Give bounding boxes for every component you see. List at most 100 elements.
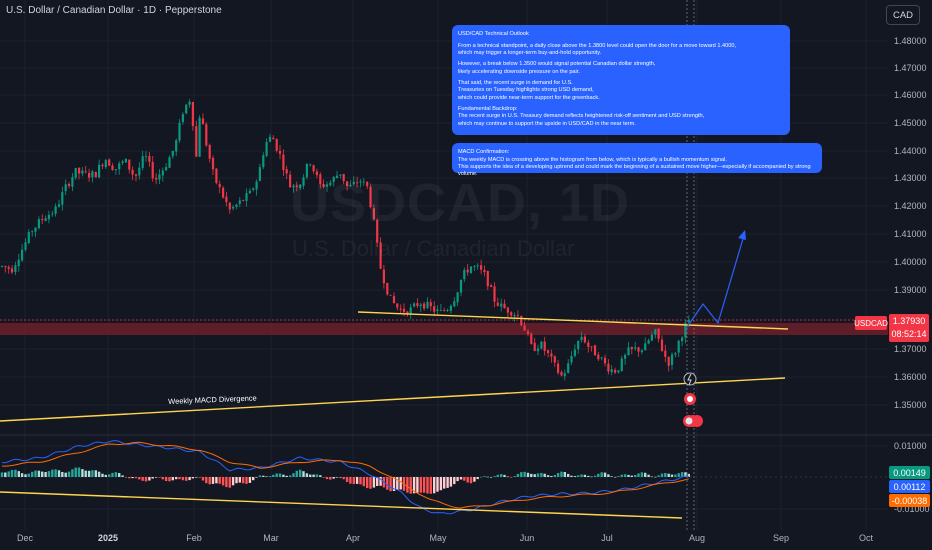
- candle-body: [560, 372, 563, 376]
- macd-histogram-bar: [536, 473, 540, 477]
- macd-histogram-bar: [268, 476, 272, 477]
- macd-histogram-bar: [319, 475, 322, 477]
- candle-body: [47, 214, 50, 220]
- candle-body: [91, 171, 94, 178]
- candle-body: [513, 315, 516, 317]
- candle-body: [577, 340, 580, 350]
- macd-histogram-bar: [339, 477, 342, 478]
- candle-body: [138, 167, 141, 176]
- macd-histogram-bar: [0, 472, 4, 477]
- macd-histogram-bar: [476, 477, 479, 480]
- macd-histogram-bar: [4, 472, 7, 477]
- candle-body: [681, 337, 684, 341]
- candle-body: [476, 265, 479, 267]
- candle-body: [292, 185, 295, 188]
- candle-body: [510, 312, 513, 316]
- technical-outlook-note[interactable]: USD/CAD Technical Outlook From a technic…: [452, 25, 790, 135]
- macd-histogram-bar: [14, 469, 17, 477]
- candle-body: [429, 302, 432, 307]
- lightning-icon: [687, 373, 692, 386]
- macd-histogram-bar: [459, 477, 463, 480]
- candle-body: [17, 259, 20, 266]
- macd-histogram-bar: [500, 474, 503, 477]
- macd-histogram-bar: [292, 473, 295, 477]
- macd-histogram-bar: [483, 476, 486, 477]
- candle-body: [493, 286, 496, 302]
- candle-body: [0, 265, 4, 267]
- macd-histogram-bar: [617, 476, 620, 477]
- candle-body: [567, 363, 570, 373]
- candle-body: [54, 206, 57, 214]
- flag-us-icon: [685, 417, 693, 425]
- macd-confirmation-note[interactable]: MACD Confirmation: The weekly MACD is cr…: [452, 143, 822, 177]
- macd-histogram-bar: [634, 475, 637, 477]
- candle-body: [37, 219, 40, 229]
- price-axis-label: 1.44000: [894, 146, 927, 156]
- price-axis-label: 1.43000: [894, 173, 927, 183]
- candle-body: [282, 154, 285, 170]
- macd-histogram-bar: [369, 477, 372, 489]
- event-icons[interactable]: [683, 372, 703, 427]
- time-axis-label: May: [429, 533, 447, 543]
- price-axis-label: 1.47000: [894, 63, 927, 73]
- candle-body: [44, 218, 47, 221]
- macd-histogram-bar: [570, 475, 573, 477]
- candle-body: [483, 269, 486, 273]
- candle-body: [423, 303, 426, 309]
- candle-body: [426, 301, 429, 308]
- macd-histogram-bar: [412, 477, 416, 494]
- macd-histogram-bar: [252, 477, 255, 481]
- candle-body: [148, 155, 151, 162]
- candle-body: [4, 266, 7, 268]
- macd-histogram-bar: [560, 471, 563, 477]
- macd-histogram-bar: [101, 473, 104, 477]
- macd-histogram-bar: [315, 474, 319, 477]
- macd-histogram-bar: [436, 477, 439, 492]
- projection-arrow[interactable]: [686, 231, 746, 328]
- candle-body: [305, 163, 308, 178]
- macd-histogram-bar: [637, 473, 640, 477]
- macd-histogram-bar: [201, 477, 205, 481]
- macd-histogram-bar: [597, 473, 600, 477]
- candle-body: [111, 165, 114, 170]
- macd-histogram-bar: [134, 477, 138, 479]
- resistance-zone: [0, 323, 888, 335]
- macd-histogram-bar: [114, 472, 118, 477]
- candle-body: [346, 181, 349, 186]
- event-icon-lightning: [683, 372, 697, 386]
- macd-histogram-bar: [278, 473, 282, 477]
- time-axis-label: Dec: [16, 533, 34, 543]
- candle-body: [627, 347, 630, 355]
- candle-body: [342, 174, 345, 182]
- macd-histogram-bar: [231, 477, 235, 486]
- chart-header-title[interactable]: U.S. Dollar / Canadian Dollar · 1D · Pep…: [6, 5, 222, 16]
- candle-body: [14, 265, 17, 272]
- candle-body: [593, 345, 597, 356]
- macd-histogram-bar: [406, 477, 409, 493]
- candle-body: [603, 357, 607, 364]
- macd-histogram-bar: [272, 474, 275, 477]
- macd-histogram-bar: [154, 477, 158, 478]
- macd-histogram-bar: [677, 473, 680, 477]
- support-trendline[interactable]: [0, 377, 786, 422]
- candle-body: [396, 303, 399, 308]
- price-axis-label: 1.40000: [894, 257, 927, 267]
- macd-histogram-bar: [466, 477, 469, 483]
- macd-histogram-bar: [479, 476, 483, 478]
- macd-histogram-bar: [359, 477, 362, 485]
- candle-body: [583, 336, 586, 343]
- candle-body: [88, 173, 91, 178]
- macd-histogram-bar: [47, 471, 51, 477]
- candle-body: [366, 181, 369, 187]
- candle-body: [315, 171, 318, 176]
- macd-histogram-bar: [161, 477, 164, 480]
- candle-body: [536, 348, 540, 352]
- candle-body: [84, 171, 87, 173]
- macd-histogram-bar: [285, 475, 288, 477]
- resistance-trendline[interactable]: [357, 311, 789, 330]
- last-price-tag[interactable]: 1.37930 08:52:14: [889, 314, 929, 342]
- currency-button[interactable]: CAD: [886, 5, 920, 25]
- candle-body: [500, 303, 503, 307]
- macd-histogram-bar: [27, 473, 30, 477]
- macd-trendline[interactable]: [0, 491, 683, 519]
